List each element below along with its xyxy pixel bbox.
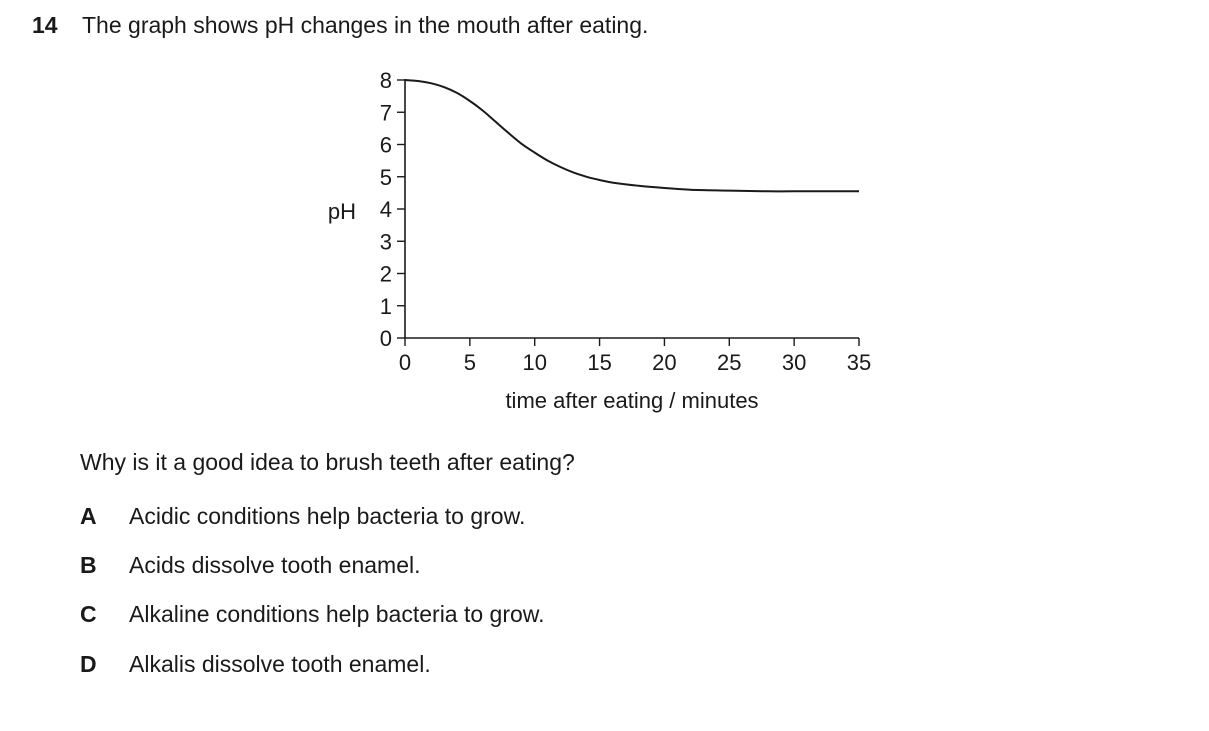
question-prompt: Why is it a good idea to brush teeth aft… bbox=[80, 449, 575, 475]
x-tick-label: 10 bbox=[522, 350, 546, 375]
x-tick-label: 25 bbox=[717, 350, 741, 375]
y-tick-label: 7 bbox=[380, 100, 392, 125]
y-tick-label: 1 bbox=[380, 294, 392, 319]
option-letter: D bbox=[80, 651, 97, 677]
option-text: Acids dissolve tooth enamel. bbox=[129, 552, 421, 578]
x-tick-label: 15 bbox=[587, 350, 611, 375]
y-tick-label: 4 bbox=[380, 197, 392, 222]
x-tick-label: 30 bbox=[782, 350, 806, 375]
ph-graph: 0 1 2 3 4 5 6 7 8 0 5 10 15 20 25 30 35 pH time after eati… bbox=[328, 68, 871, 413]
option-letter: A bbox=[80, 503, 97, 529]
option-letter: C bbox=[80, 601, 97, 627]
x-axis-label: time after eating / minutes bbox=[505, 388, 758, 413]
x-tick-label: 0 bbox=[399, 350, 411, 375]
y-tick-label: 5 bbox=[380, 165, 392, 190]
y-tick-label: 2 bbox=[380, 262, 392, 287]
option-text: Alkalis dissolve tooth enamel. bbox=[129, 651, 431, 677]
y-axis-label: pH bbox=[328, 199, 356, 224]
question-stem: The graph shows pH changes in the mouth … bbox=[82, 12, 649, 38]
question-number: 14 bbox=[32, 12, 58, 38]
option-letter: B bbox=[80, 552, 97, 578]
option-c[interactable]: C Alkaline conditions help bacteria to gr… bbox=[80, 601, 545, 628]
ph-curve bbox=[404, 79, 859, 193]
option-a[interactable]: A Acidic conditions help bacteria to grow… bbox=[80, 503, 525, 530]
y-tick-label: 8 bbox=[380, 68, 392, 93]
y-tick-label: 3 bbox=[380, 229, 392, 254]
y-tick-label: 0 bbox=[380, 326, 392, 351]
option-text: Alkaline conditions help bacteria to gro… bbox=[129, 601, 545, 627]
x-tick-label: 35 bbox=[847, 350, 871, 375]
x-tick-label: 20 bbox=[652, 350, 676, 375]
y-tick-label: 6 bbox=[380, 133, 392, 158]
option-text: Acidic conditions help bacteria to grow. bbox=[129, 503, 526, 529]
option-b[interactable]: B Acids dissolve tooth enamel. bbox=[80, 552, 421, 579]
x-tick-label: 5 bbox=[464, 350, 476, 375]
option-d[interactable]: D Alkalis dissolve tooth enamel. bbox=[80, 651, 431, 678]
